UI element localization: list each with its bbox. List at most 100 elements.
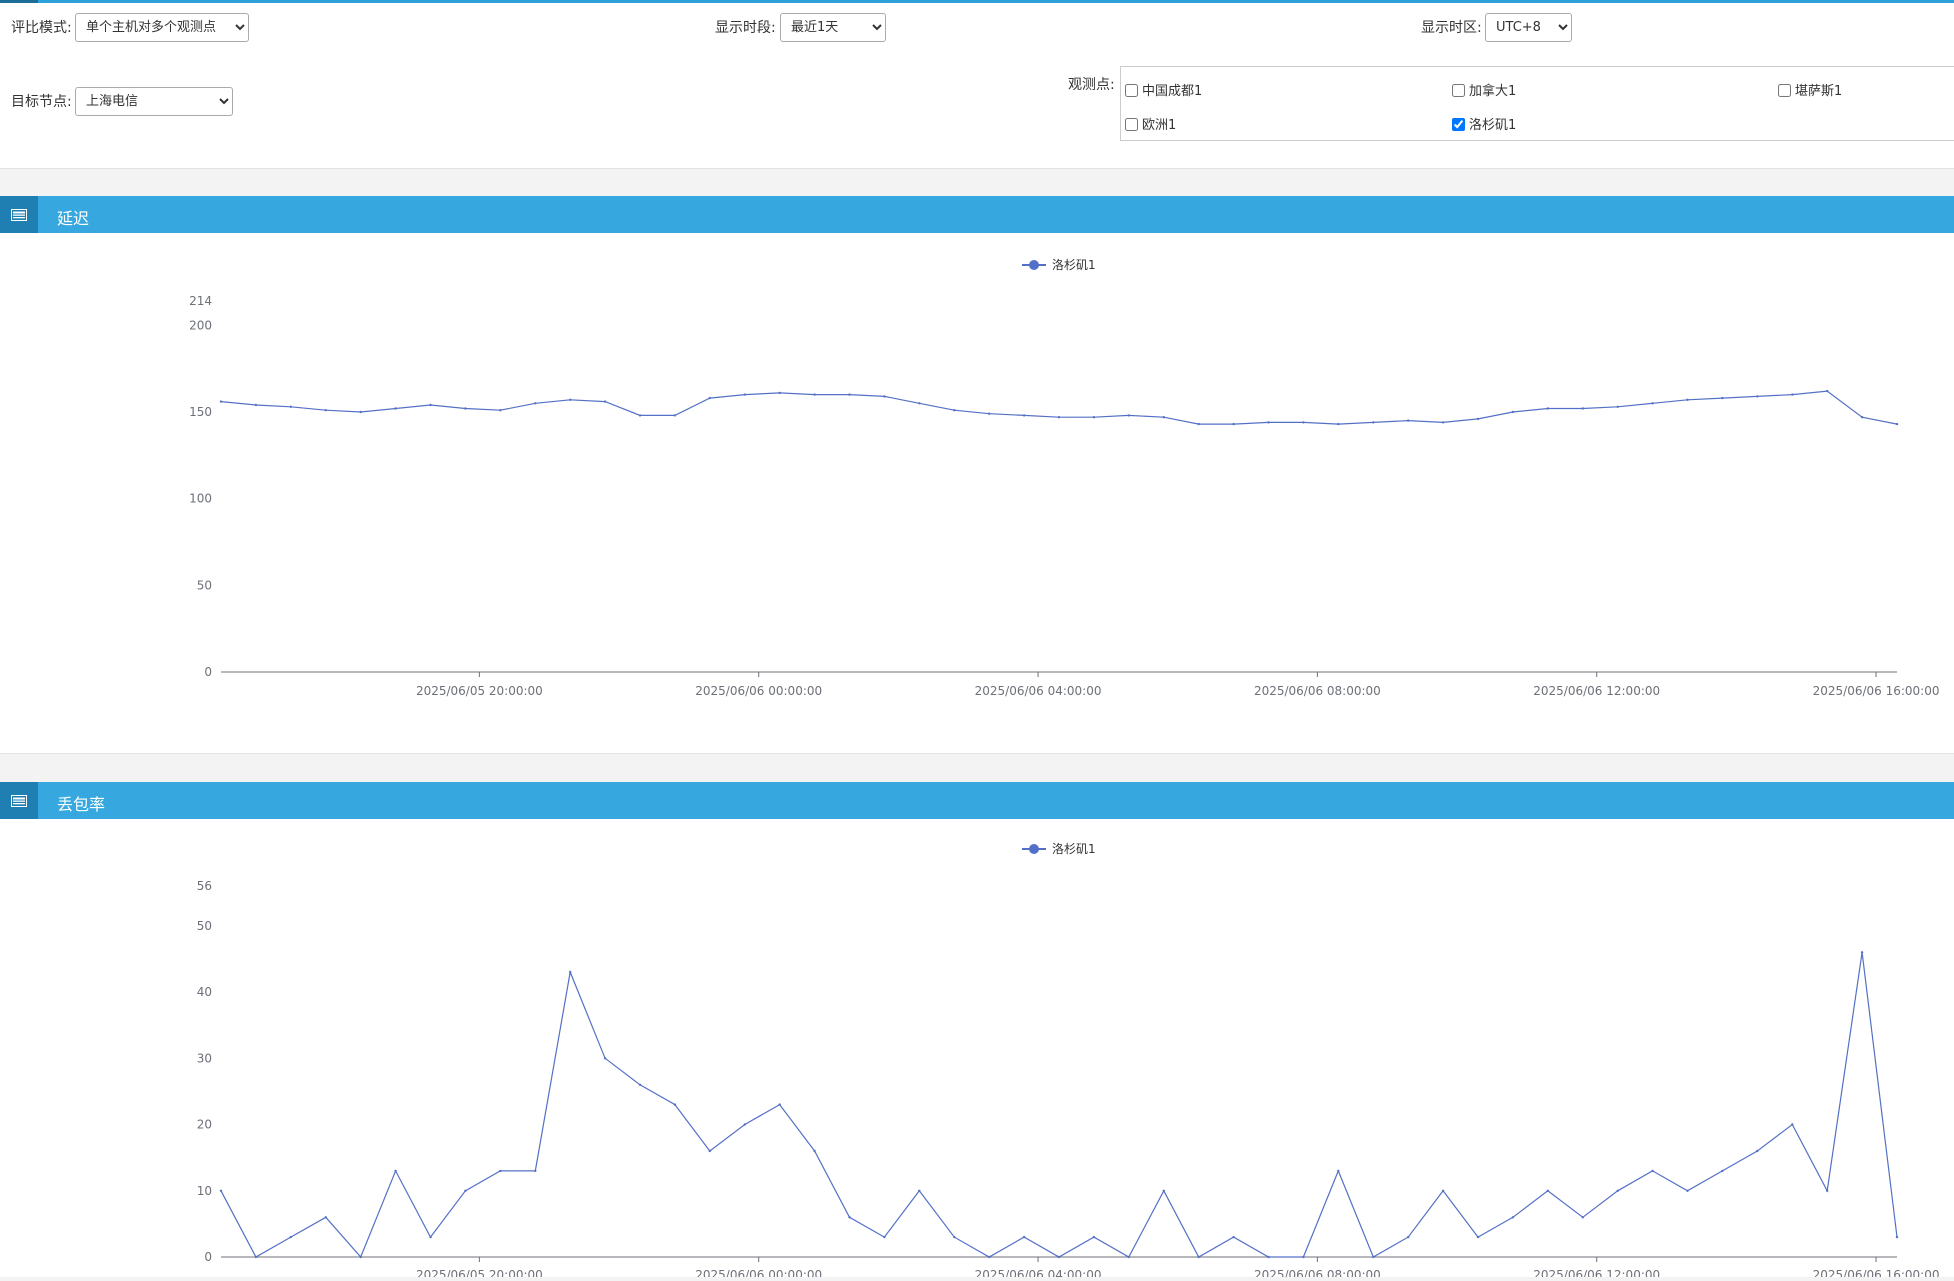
y-tick-label: 10 bbox=[197, 1184, 212, 1198]
loss-panel-body: 洛杉矶1 0 10 20 30 40 50 56 2025/06/05 20:00:00 2025… bbox=[0, 819, 1954, 1281]
data-point bbox=[1267, 1255, 1270, 1259]
top-accent-left bbox=[0, 0, 38, 3]
series-line bbox=[220, 952, 1898, 1259]
data-point bbox=[324, 409, 327, 412]
data-point bbox=[1895, 1235, 1899, 1239]
data-point bbox=[1476, 417, 1480, 421]
data-point bbox=[534, 1169, 537, 1173]
data-point bbox=[1092, 1235, 1096, 1239]
data-point bbox=[1407, 1235, 1410, 1239]
data-point bbox=[569, 970, 572, 974]
data-point bbox=[603, 400, 607, 403]
y-tick-label: 56 bbox=[197, 879, 212, 893]
y-tick-label: 30 bbox=[197, 1051, 212, 1065]
data-point bbox=[1651, 402, 1654, 405]
data-point bbox=[1057, 1255, 1061, 1259]
data-point bbox=[603, 1057, 607, 1060]
data-point bbox=[918, 402, 921, 405]
data-point bbox=[743, 393, 746, 396]
data-point bbox=[1791, 1123, 1794, 1126]
legend-marker bbox=[1029, 260, 1039, 270]
latency-chart: 洛杉矶1 0 50 100 150 200 214 2025/06/05 20:00:00 20… bbox=[189, 257, 1940, 698]
observer-checkbox-losangeles[interactable] bbox=[1452, 118, 1465, 131]
data-point bbox=[359, 410, 362, 414]
timezone-select[interactable]: UTC+8 bbox=[1485, 13, 1572, 42]
mode-select[interactable]: 单个主机对多个观测点 bbox=[75, 13, 249, 42]
data-point bbox=[289, 405, 292, 408]
data-point bbox=[848, 393, 851, 396]
data-point bbox=[1057, 416, 1061, 419]
latency-panel-title: 延迟 bbox=[57, 209, 90, 228]
data-point bbox=[1407, 419, 1410, 422]
timezone-label: 显示时区: bbox=[1421, 20, 1482, 36]
data-point bbox=[1686, 1189, 1689, 1192]
data-point bbox=[464, 1189, 467, 1192]
data-point bbox=[534, 402, 537, 405]
target-select[interactable]: 上海电信 bbox=[75, 87, 233, 116]
data-point bbox=[883, 395, 886, 398]
chart-legend[interactable]: 洛杉矶1 bbox=[1022, 841, 1096, 856]
observer-item-europe[interactable]: 欧洲1 bbox=[1125, 114, 1176, 133]
x-tick-label: 2025/06/06 12:00:00 bbox=[1533, 684, 1660, 698]
data-point bbox=[778, 1103, 781, 1106]
y-tick-label: 200 bbox=[189, 318, 212, 332]
x-tick-label: 2025/06/06 16:00:00 bbox=[1813, 684, 1940, 698]
data-point bbox=[1581, 407, 1585, 410]
data-point bbox=[1616, 1189, 1619, 1192]
observer-item-chengdu[interactable]: 中国成都1 bbox=[1125, 80, 1202, 99]
data-point bbox=[1232, 1235, 1235, 1239]
data-point bbox=[1302, 1255, 1305, 1259]
data-point bbox=[1232, 422, 1235, 426]
y-tick-label: 20 bbox=[197, 1118, 212, 1132]
observer-item-kansas[interactable]: 堪萨斯1 bbox=[1778, 80, 1842, 99]
data-point bbox=[1511, 410, 1515, 414]
data-point bbox=[953, 1235, 956, 1239]
data-point bbox=[1546, 407, 1550, 410]
data-point bbox=[708, 1149, 711, 1153]
observers-label: 观测点: bbox=[1068, 77, 1115, 93]
observer-label: 欧洲1 bbox=[1142, 118, 1177, 133]
observer-label: 加拿大1 bbox=[1469, 84, 1517, 99]
data-point bbox=[1895, 422, 1899, 426]
data-point bbox=[1441, 1189, 1445, 1192]
data-point bbox=[1721, 396, 1724, 400]
data-point bbox=[1302, 421, 1305, 424]
data-point bbox=[988, 1255, 991, 1259]
observer-item-canada[interactable]: 加拿大1 bbox=[1452, 80, 1516, 99]
observer-checkbox-chengdu[interactable] bbox=[1125, 84, 1138, 97]
y-tick-label: 100 bbox=[189, 492, 212, 506]
data-point bbox=[254, 1255, 258, 1259]
loss-panel-header: 丢包率 bbox=[0, 782, 1954, 819]
data-point bbox=[743, 1123, 746, 1126]
chart-legend[interactable]: 洛杉矶1 bbox=[1022, 257, 1096, 272]
data-point bbox=[1441, 421, 1445, 424]
data-point bbox=[1511, 1216, 1515, 1219]
data-point bbox=[1197, 1255, 1200, 1259]
observer-checkbox-europe[interactable] bbox=[1125, 118, 1138, 131]
data-point bbox=[569, 398, 572, 401]
data-point bbox=[1337, 1169, 1340, 1173]
data-point bbox=[1756, 395, 1759, 398]
loss-chart: 洛杉矶1 0 10 20 30 40 50 56 2025/06/05 20:00:00 2025… bbox=[197, 841, 1940, 1281]
y-tick-label: 150 bbox=[189, 405, 212, 419]
data-point bbox=[708, 396, 711, 400]
data-point bbox=[1022, 414, 1026, 417]
observer-checkbox-kansas[interactable] bbox=[1778, 84, 1791, 97]
period-select[interactable]: 最近1天 bbox=[780, 13, 886, 42]
data-point bbox=[1476, 1235, 1480, 1239]
observer-checkbox-canada[interactable] bbox=[1452, 84, 1465, 97]
data-point bbox=[918, 1189, 921, 1192]
data-point bbox=[1686, 398, 1689, 401]
y-tick-label: 40 bbox=[197, 985, 212, 999]
panel-list-icon bbox=[0, 782, 38, 819]
data-point bbox=[1756, 1149, 1759, 1153]
y-tick-label: 0 bbox=[204, 665, 212, 679]
data-point bbox=[988, 412, 991, 415]
data-point bbox=[638, 414, 642, 417]
data-point bbox=[673, 1103, 677, 1106]
x-tick-label: 2025/06/06 12:00:00 bbox=[1533, 1268, 1660, 1277]
data-point bbox=[638, 1083, 642, 1086]
observer-item-losangeles[interactable]: 洛杉矶1 bbox=[1452, 114, 1516, 133]
data-point bbox=[429, 1235, 432, 1239]
data-point bbox=[499, 1169, 502, 1173]
